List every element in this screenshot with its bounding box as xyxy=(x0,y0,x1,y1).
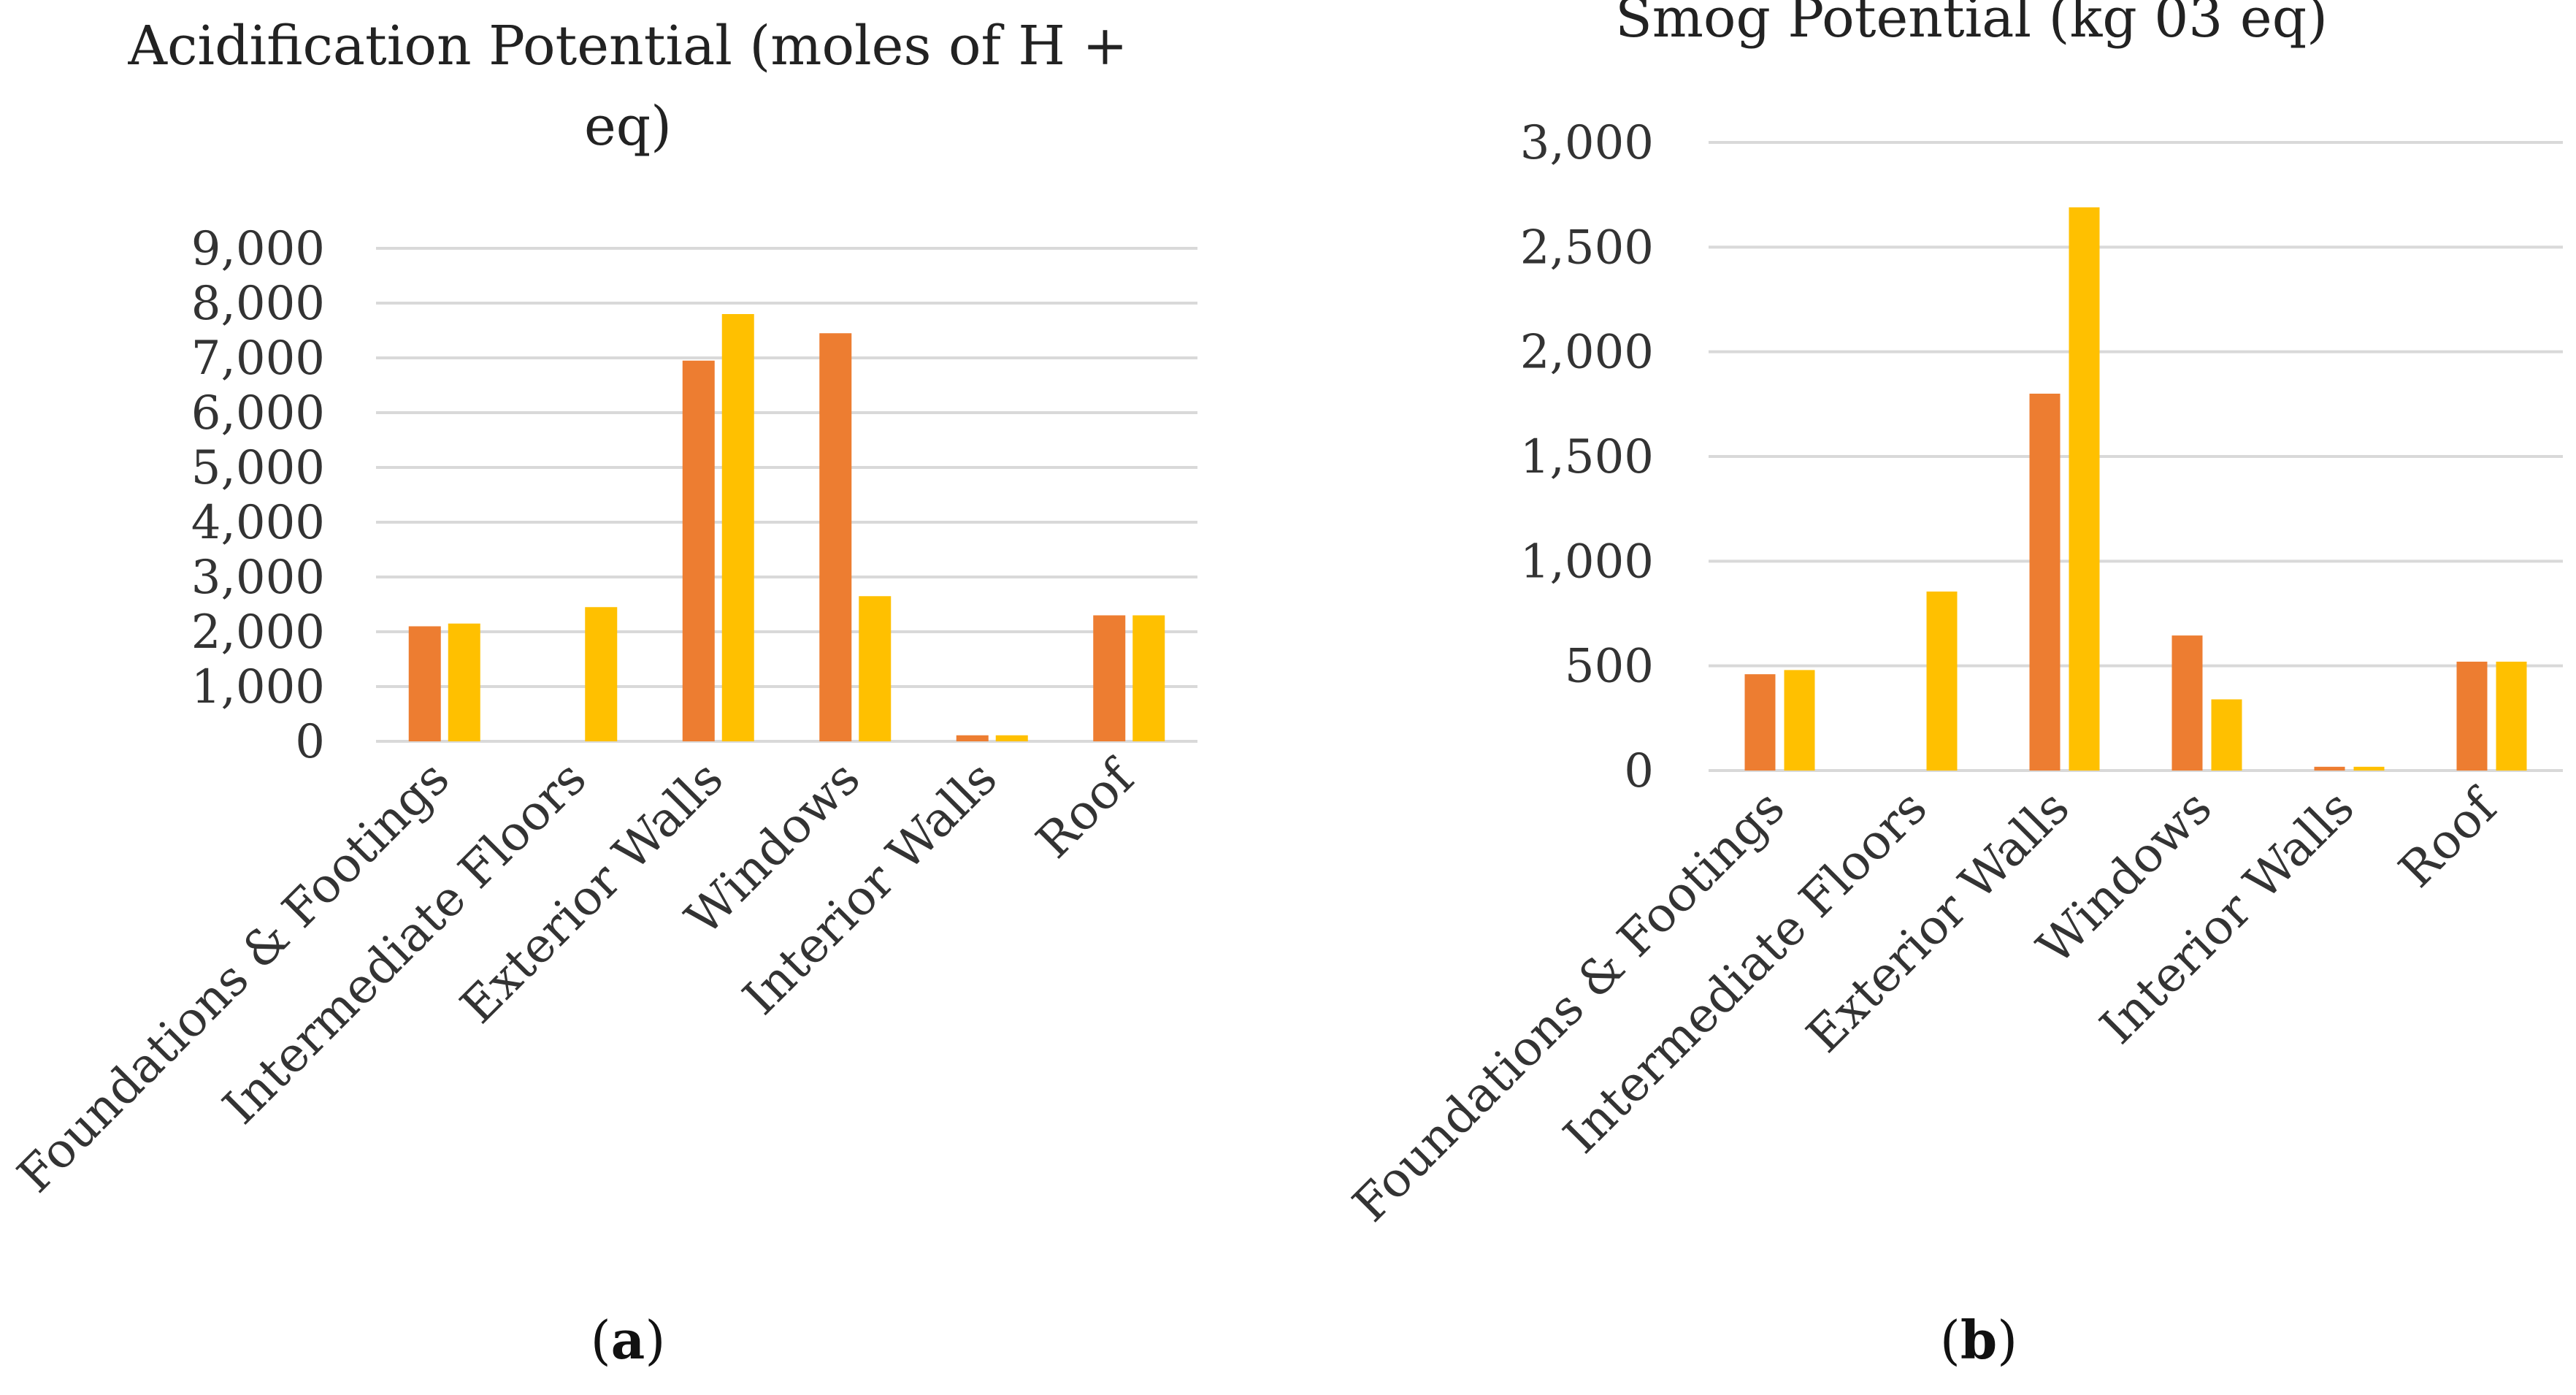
bar-series-2-0 xyxy=(448,623,480,741)
bar-series-1-5 xyxy=(1093,615,1126,741)
bar-series-1-3 xyxy=(819,333,852,741)
bar-series-2-5 xyxy=(1132,615,1165,741)
y-tick-label: 1,000 xyxy=(1520,535,1654,589)
y-tick-label: 4,000 xyxy=(191,496,325,550)
bar-series-1-3 xyxy=(2171,635,2203,771)
x-tick-label: Roof xyxy=(1026,748,1147,869)
y-tick-label: 1,000 xyxy=(191,660,325,714)
bar-series-1-4 xyxy=(956,735,989,741)
y-tick-label: 9,000 xyxy=(191,222,325,276)
panel-label: (b) xyxy=(1940,1309,2018,1371)
y-tick-label: 2,000 xyxy=(1520,326,1654,380)
panel-label-letter: b xyxy=(1960,1309,1997,1371)
bar-series-2-5 xyxy=(2496,661,2527,771)
panel-label-open: ( xyxy=(1940,1310,1960,1371)
chart-2: Smog Potential (kg 03 eq) 0 500 1,000 1,500 2… xyxy=(1342,0,2563,1371)
bar-series-2-1 xyxy=(1926,591,1958,771)
panel-label-open: ( xyxy=(591,1310,611,1371)
panel-label-close: ) xyxy=(645,1310,665,1371)
chart-title-line: Smog Potential (kg 03 eq) xyxy=(1615,0,2328,50)
bar-series-1-2 xyxy=(2029,394,2061,771)
bar-series-2-3 xyxy=(859,596,892,741)
bar-series-1-4 xyxy=(2314,766,2345,771)
panel-label-letter: a xyxy=(611,1309,645,1371)
bar-series-2-1 xyxy=(585,607,618,741)
y-tick-label: 2,000 xyxy=(191,605,325,660)
x-tick-label: Roof xyxy=(2388,777,2510,898)
y-tick-label: 0 xyxy=(1624,744,1654,798)
chart-title-line: eq) xyxy=(584,95,672,158)
x-tick-label: Interior Walls xyxy=(2089,779,2364,1055)
chart-title-line: Acidification Potential (moles of H + xyxy=(128,15,1128,77)
chart-1: Acidification Potential (moles of H + eq)… xyxy=(7,15,1197,1371)
bar-series-1-5 xyxy=(2456,661,2488,771)
panel-label-close: ) xyxy=(1997,1310,2017,1371)
y-tick-label: 5,000 xyxy=(191,441,325,495)
y-tick-label: 2,500 xyxy=(1520,221,1654,275)
y-tick-label: 0 xyxy=(295,715,325,769)
y-tick-label: 8,000 xyxy=(191,277,325,331)
y-tick-label: 7,000 xyxy=(191,332,325,386)
y-tick-label: 6,000 xyxy=(191,386,325,440)
panel-label: (a) xyxy=(591,1309,666,1371)
bar-series-2-2 xyxy=(2069,207,2100,771)
x-tick-label: Exterior Walls xyxy=(1796,779,2080,1063)
x-tick-label: Interior Walls xyxy=(732,750,1008,1025)
bar-series-1-2 xyxy=(682,360,715,741)
bar-series-2-2 xyxy=(721,314,754,741)
bar-series-2-4 xyxy=(995,735,1028,741)
y-tick-label: 3,000 xyxy=(1520,116,1654,170)
y-tick-label: 500 xyxy=(1565,640,1654,694)
bar-series-2-0 xyxy=(1784,670,1815,771)
bar-series-2-4 xyxy=(2353,766,2385,771)
bar-series-1-0 xyxy=(408,626,441,741)
y-tick-label: 3,000 xyxy=(191,551,325,605)
bar-series-1-0 xyxy=(1744,674,1776,771)
y-tick-label: 1,500 xyxy=(1520,430,1654,484)
bar-series-2-3 xyxy=(2211,699,2242,771)
